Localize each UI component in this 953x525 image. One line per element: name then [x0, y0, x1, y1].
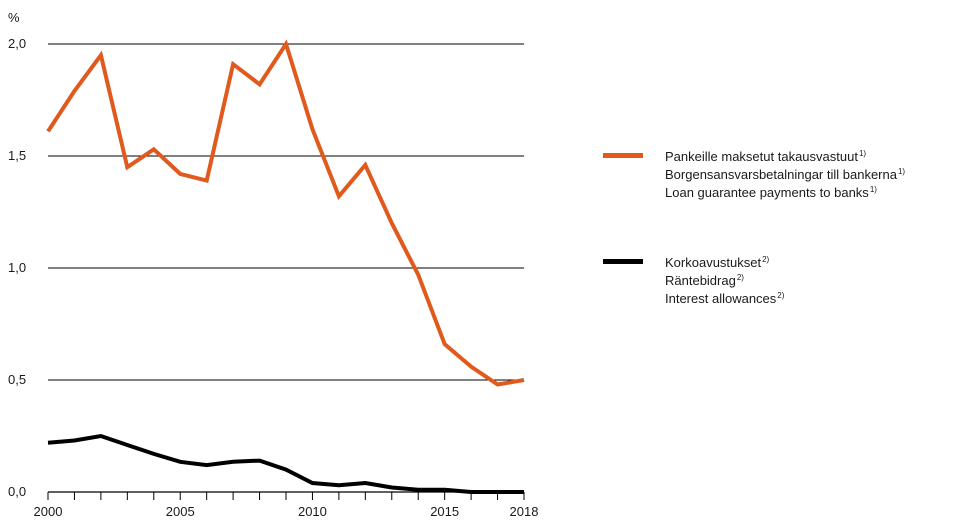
legend-label-text: Loan guarantee payments to banks: [665, 185, 869, 200]
legend-label-text: Interest allowances: [665, 291, 777, 306]
x-tick-label: 2018: [510, 504, 539, 519]
footnote-marker: 1): [858, 149, 867, 158]
grid-lines: [48, 43, 524, 381]
legend-label-text: Borgensansvarsbetalningar till bankerna: [665, 167, 897, 182]
legend-label: Räntebidrag2): [665, 270, 784, 288]
y-tick-label: 1,0: [8, 260, 26, 275]
series-lines: [46, 39, 525, 494]
footnote-marker: 1): [869, 185, 877, 194]
y-unit-label: %: [8, 10, 20, 25]
x-tick-label: 2000: [34, 504, 63, 519]
x-tick-label: 2005: [166, 504, 195, 519]
legend-label: Pankeille maksetut takausvastuut1): [665, 146, 905, 164]
x-axis: 2000 2005 2010 2015 2018: [34, 491, 539, 519]
legend-label: Borgensansvarsbetalningar till bankerna1…: [665, 164, 905, 182]
y-tick-label: 0,0: [8, 484, 26, 499]
legend-label: Korkoavustukset2): [665, 252, 784, 270]
y-tick-label: 0,5: [8, 372, 26, 387]
legend-swatch: [603, 153, 643, 158]
legend-label-text: Räntebidrag: [665, 273, 736, 288]
y-tick-label: 2,0: [8, 36, 26, 51]
footnote-marker: 1): [897, 167, 906, 176]
series-line-1: [46, 39, 525, 387]
legend-swatch: [603, 259, 643, 264]
footnote-marker: 2): [736, 273, 744, 282]
legend-label-text: Pankeille maksetut takausvastuut: [665, 149, 858, 164]
footnote-marker: 2): [762, 255, 770, 264]
y-axis-labels: 0,0 0,5 1,0 1,5 2,0: [8, 36, 26, 499]
legend-label: Interest allowances2): [665, 288, 784, 306]
legend-label: Loan guarantee payments to banks1): [665, 182, 905, 200]
x-tick-label: 2015: [430, 504, 459, 519]
footnote-marker: 2): [777, 291, 785, 300]
legend-label-text: Korkoavustukset: [665, 255, 762, 270]
y-tick-label: 1,5: [8, 148, 26, 163]
series-line-2: [47, 433, 524, 494]
x-tick-label: 2010: [298, 504, 327, 519]
